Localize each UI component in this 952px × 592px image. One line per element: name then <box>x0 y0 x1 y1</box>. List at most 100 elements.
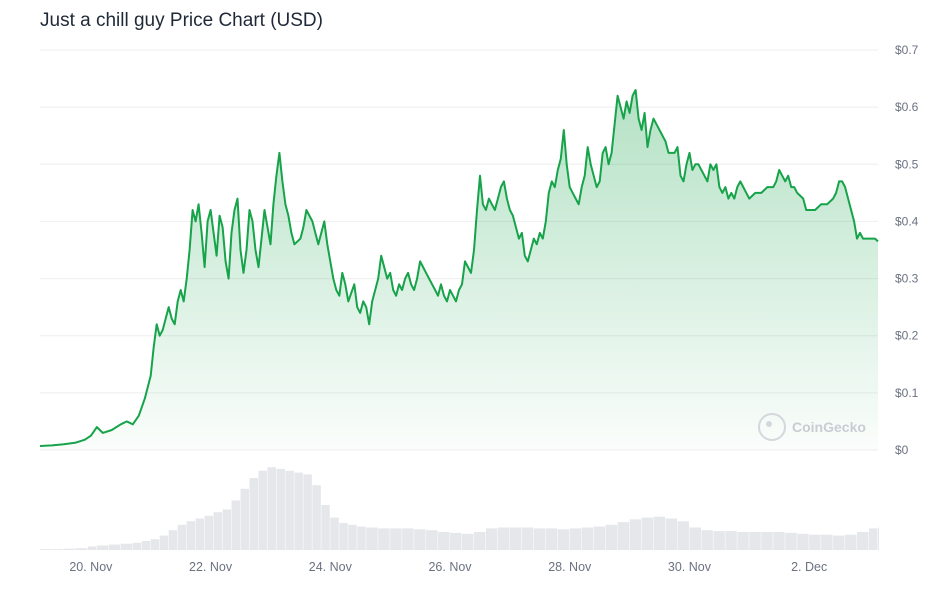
volume-bar <box>461 533 474 550</box>
gecko-eye-icon <box>766 421 772 427</box>
volume-bar <box>213 512 223 550</box>
volume-bar <box>821 534 833 550</box>
volume-bar <box>725 531 737 550</box>
y-tick-label: $0.3 <box>895 272 919 286</box>
volume-bar <box>177 524 187 550</box>
volume-bar <box>581 527 594 550</box>
volume-bar <box>878 527 879 550</box>
volume-bar <box>557 529 570 550</box>
x-tick-label: 28. Nov <box>548 560 592 574</box>
volume-bar <box>402 528 414 550</box>
volume-bar <box>473 532 486 550</box>
volume-bar <box>285 470 294 550</box>
volume-bar <box>533 528 546 550</box>
volume-bar <box>737 532 749 550</box>
volume-bar <box>195 518 205 550</box>
volume-bar <box>677 521 689 550</box>
volume-bar <box>545 528 558 550</box>
x-tick-label: 2. Dec <box>791 560 827 574</box>
volume-bar <box>132 542 142 550</box>
volume-bar <box>605 524 618 550</box>
x-tick-label: 24. Nov <box>309 560 353 574</box>
volume-bar <box>665 518 677 550</box>
volume-bar <box>845 534 857 550</box>
volume-bar <box>96 545 109 550</box>
volume-bar <box>330 517 339 550</box>
volume-bar <box>108 544 121 550</box>
volume-bar <box>141 541 151 550</box>
volume-bar <box>749 532 761 550</box>
volume-bar <box>857 532 869 550</box>
volume-bar <box>390 528 402 550</box>
y-tick-label: $0.2 <box>895 329 919 343</box>
volume-bar <box>348 524 357 550</box>
price-area <box>40 90 878 450</box>
volume-bar <box>294 472 303 550</box>
gecko-logo-icon <box>758 413 786 441</box>
volume-bar <box>120 543 133 550</box>
volume-bar <box>150 539 160 550</box>
volume-bar <box>833 535 845 550</box>
volume-bar <box>689 527 701 550</box>
volume-bar <box>378 528 390 550</box>
volume-bar <box>87 546 97 550</box>
y-axis-ticks: $0 $0.1 $0.2 $0.3 $0.4 $0.5 $0.6 $0.7 <box>895 43 919 457</box>
volume-bar <box>617 522 630 550</box>
volume-bar <box>186 521 196 550</box>
y-tick-label: $0.1 <box>895 386 919 400</box>
volume-bar <box>168 530 178 550</box>
volume-bar <box>159 535 169 550</box>
x-tick-label: 22. Nov <box>189 560 233 574</box>
y-tick-label: $0 <box>895 443 909 457</box>
volume-bar <box>629 519 642 550</box>
volume-bar <box>809 534 821 550</box>
x-axis-ticks: 20. Nov 22. Nov 24. Nov 26. Nov 28. Nov 30. N… <box>69 560 827 574</box>
volume-bar <box>797 533 809 550</box>
volume-bar <box>785 532 797 550</box>
volume-bar <box>414 529 426 550</box>
y-tick-label: $0.5 <box>895 157 919 171</box>
volume-bar <box>303 474 312 550</box>
coingecko-watermark: CoinGecko <box>758 413 866 441</box>
volume-bar <box>204 515 214 550</box>
volume-bar <box>240 488 249 550</box>
volume-bar <box>438 532 450 550</box>
volume-bar <box>258 470 267 550</box>
volume-bar <box>869 528 878 550</box>
volume-bar <box>713 531 725 550</box>
volume-bar <box>761 532 773 550</box>
volume-bar <box>497 527 510 550</box>
volume-bar <box>641 517 654 550</box>
price-line <box>39 89 879 447</box>
volume-bar <box>653 516 666 550</box>
volume-bar <box>593 526 606 550</box>
volume-bar <box>521 527 534 550</box>
volume-bar <box>276 469 285 550</box>
y-tick-label: $0.7 <box>895 43 919 57</box>
watermark-text: CoinGecko <box>792 419 866 435</box>
volume-bar <box>357 526 366 550</box>
volume-bar <box>701 530 713 550</box>
volume-bar <box>231 500 241 550</box>
volume-bar <box>222 509 232 550</box>
x-tick-label: 20. Nov <box>69 560 113 574</box>
volume-bar <box>51 549 64 550</box>
x-tick-label: 30. Nov <box>668 560 712 574</box>
x-tick-label: 26. Nov <box>428 560 472 574</box>
volume-bar <box>339 523 348 550</box>
volume-bar <box>267 467 276 550</box>
volume-bar <box>40 549 52 550</box>
y-tick-label: $0.4 <box>895 214 919 228</box>
volume-bar <box>485 528 498 550</box>
volume-bar <box>249 478 258 550</box>
chart-title: Just a chill guy Price Chart (USD) <box>40 10 323 31</box>
volume-bar <box>509 527 522 550</box>
volume-bar <box>321 505 330 550</box>
volume-bar <box>426 530 438 550</box>
volume-bar <box>773 532 785 550</box>
volume-bar <box>366 527 378 550</box>
volume-bar <box>450 532 462 550</box>
volume-bar <box>63 548 76 550</box>
volume-bar <box>75 548 88 550</box>
